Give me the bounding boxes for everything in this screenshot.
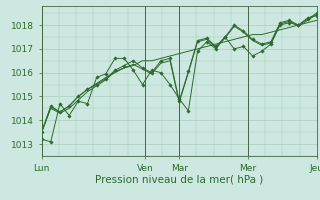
- X-axis label: Pression niveau de la mer( hPa ): Pression niveau de la mer( hPa ): [95, 174, 263, 184]
